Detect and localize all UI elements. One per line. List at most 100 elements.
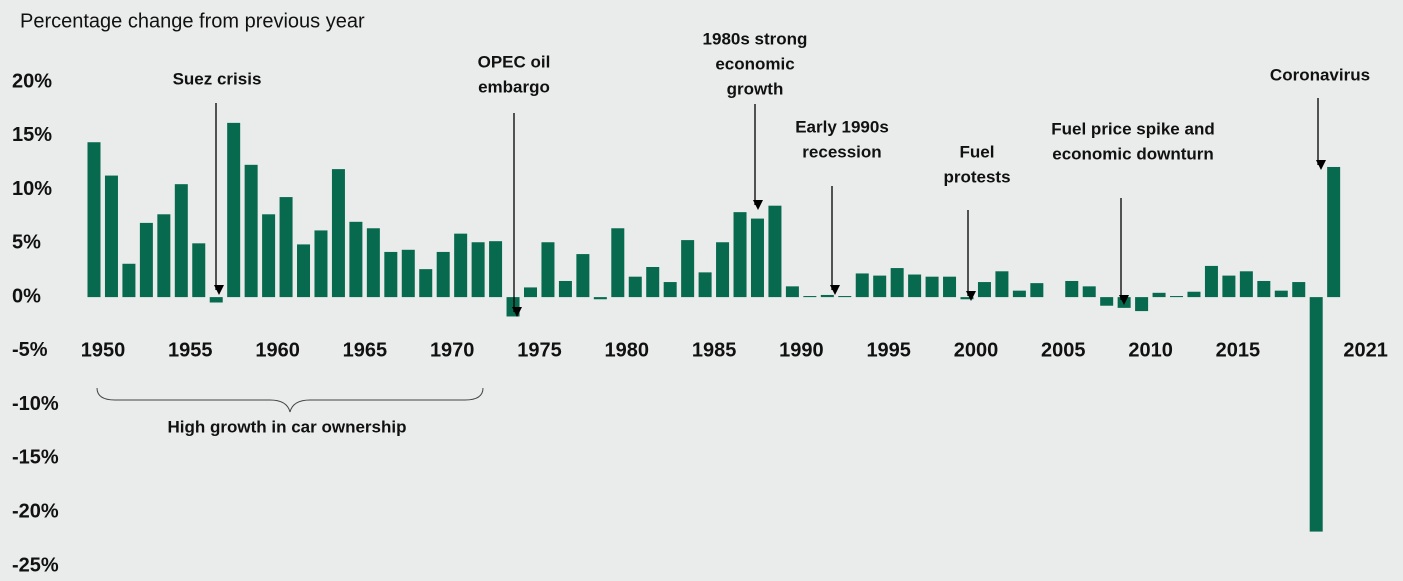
- bar: [698, 272, 712, 298]
- bar: [1152, 292, 1166, 298]
- bar: [1327, 166, 1341, 298]
- x-tick-label: 2015: [1216, 339, 1261, 361]
- bar: [995, 271, 1009, 298]
- bar: [977, 282, 991, 298]
- x-tick-label: 2000: [954, 339, 999, 361]
- annotation: 1980s strong: [703, 29, 808, 48]
- bar: [174, 184, 188, 298]
- bar: [122, 263, 136, 298]
- bar: [1012, 290, 1026, 298]
- bar: [1204, 265, 1218, 298]
- bar: [628, 276, 642, 298]
- bar: [279, 197, 293, 298]
- bar: [768, 205, 782, 298]
- bar: [192, 243, 206, 298]
- bar: [1274, 290, 1288, 298]
- bar: [681, 240, 695, 298]
- bar: [1135, 297, 1149, 312]
- bar: [873, 275, 887, 298]
- subtitle: Percentage change from previous year: [20, 10, 365, 32]
- annotation: High growth in car ownership: [168, 417, 407, 436]
- y-tick-label: 15%: [12, 124, 52, 146]
- bar: [157, 214, 171, 298]
- bar: [1030, 283, 1044, 298]
- bar: [244, 164, 258, 298]
- bar: [908, 274, 922, 298]
- bar: [716, 242, 730, 298]
- bar: [820, 294, 834, 298]
- bar: [209, 297, 223, 303]
- bar: [558, 280, 572, 298]
- bar: [943, 276, 957, 298]
- bar: [1292, 282, 1306, 298]
- bar: [785, 286, 799, 298]
- annotation: growth: [727, 79, 784, 98]
- bar: [331, 169, 345, 298]
- x-tick-label: 1985: [692, 339, 737, 361]
- bar: [297, 244, 311, 298]
- bar: [1222, 275, 1236, 298]
- bar: [541, 242, 555, 298]
- bar: [401, 249, 415, 298]
- annotation: embargo: [478, 77, 550, 96]
- annotation: Suez crisis: [173, 69, 262, 88]
- x-tick-label: 1995: [866, 339, 911, 361]
- bar: [471, 242, 485, 298]
- x-tick-label: 2010: [1128, 339, 1173, 361]
- bar: [611, 228, 625, 298]
- x-tick-label: 1960: [255, 339, 300, 361]
- bar: [436, 251, 450, 298]
- y-tick-label: 20%: [12, 70, 52, 92]
- bar: [139, 222, 153, 298]
- y-tick-label: 10%: [12, 178, 52, 200]
- y-tick-label: -5%: [12, 339, 48, 361]
- x-tick-label: 1950: [81, 339, 126, 361]
- bar: [262, 214, 276, 298]
- bar: [663, 282, 677, 298]
- x-tick-label: 1980: [605, 339, 650, 361]
- bar: [855, 273, 869, 298]
- bar: [349, 221, 363, 298]
- bar: [1082, 286, 1096, 298]
- x-tick-label: 1955: [168, 339, 213, 361]
- x-tick-label: 1970: [430, 339, 475, 361]
- bar: [733, 212, 747, 298]
- annotation: economic: [715, 54, 794, 73]
- bar: [384, 251, 398, 298]
- bar: [1239, 271, 1253, 298]
- x-tick-label: 1965: [343, 339, 388, 361]
- bar: [314, 230, 328, 298]
- bar: [87, 142, 101, 298]
- y-tick-label: 5%: [12, 232, 41, 254]
- brace: [96, 387, 484, 413]
- bar: [1187, 291, 1201, 298]
- x-tick-label: 2021: [1343, 339, 1388, 361]
- bar: [524, 287, 537, 298]
- bar: [489, 241, 503, 298]
- x-tick-label: 1990: [779, 339, 824, 361]
- x-tick-label: 1975: [517, 339, 562, 361]
- bar: [838, 296, 852, 298]
- y-tick-label: -20%: [12, 501, 59, 523]
- bar: [419, 269, 433, 298]
- bar: [1100, 297, 1114, 306]
- bar: [646, 266, 660, 298]
- bar: [104, 175, 118, 298]
- bar: [576, 254, 590, 298]
- y-tick-label: -10%: [12, 393, 59, 415]
- annotation: OPEC oil: [478, 52, 551, 71]
- y-tick-label: -15%: [12, 447, 59, 469]
- bar: [1170, 296, 1184, 298]
- bar: [960, 297, 974, 300]
- annotation: Fuel: [960, 142, 995, 161]
- annotation: Early 1990s: [795, 117, 889, 136]
- x-tick-label: 2005: [1041, 339, 1086, 361]
- bar: [750, 218, 764, 298]
- annotation: recession: [802, 142, 881, 161]
- bar: [593, 297, 607, 300]
- annotation: protests: [943, 167, 1010, 186]
- y-tick-label: -25%: [12, 554, 59, 576]
- annotation: Fuel price spike and: [1051, 119, 1214, 138]
- bar: [1065, 280, 1079, 298]
